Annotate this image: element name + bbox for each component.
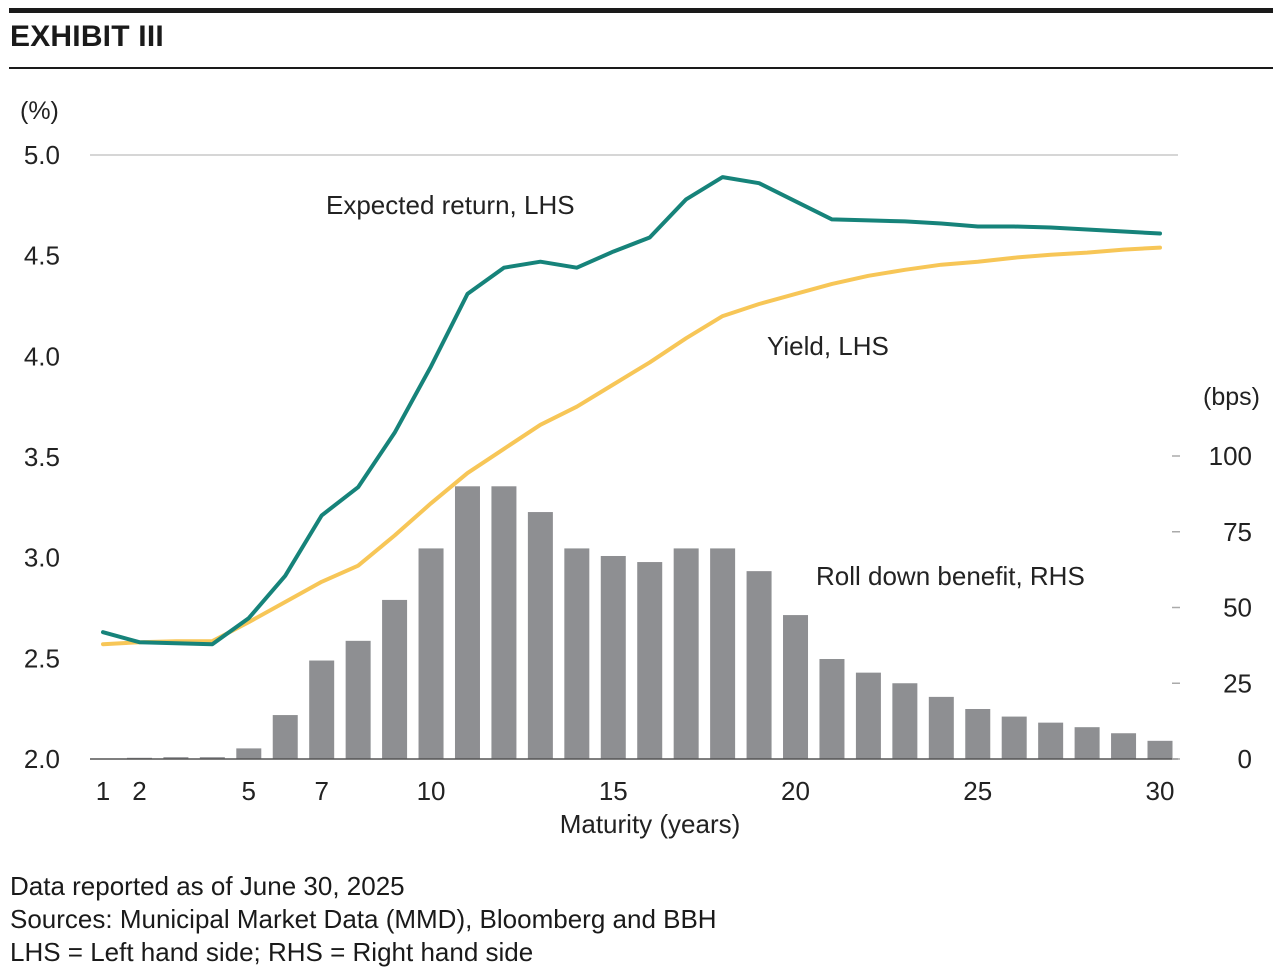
roll-down-bar: [1147, 740, 1173, 759]
left-axis-tick-label: 5.0: [24, 140, 60, 170]
label-yield: Yield, LHS: [767, 331, 889, 361]
right-axis-unit-label: (bps): [1203, 383, 1260, 411]
footnotes: Data reported as of June 30, 2025 Source…: [10, 870, 717, 969]
roll-down-bar: [163, 757, 189, 759]
x-axis-tick-label: 30: [1146, 776, 1175, 806]
expected-return-line: [101, 175, 1162, 647]
yield-line: [101, 245, 1162, 647]
left-axis-tick-label: 3.5: [24, 442, 60, 472]
label-expected-return: Expected return, LHS: [326, 190, 575, 220]
roll-down-bar: [746, 571, 772, 759]
roll-down-bar: [491, 486, 517, 759]
roll-down-bar: [1038, 722, 1064, 759]
x-axis-tick-label: 7: [314, 776, 328, 806]
roll-down-bar: [199, 757, 225, 759]
line-series: [101, 175, 1162, 647]
x-axis-tick-label: 25: [963, 776, 992, 806]
roll-down-bar: [892, 683, 918, 759]
footnote-date: Data reported as of June 30, 2025: [10, 871, 405, 901]
roll-down-bar: [345, 640, 371, 759]
roll-down-bar: [1001, 716, 1027, 759]
roll-down-bar: [600, 555, 626, 759]
x-axis-tick-label: 2: [132, 776, 146, 806]
left-axis-tick-label: 4.0: [24, 341, 60, 371]
x-axis-tick-label: 1: [96, 776, 110, 806]
title-rule: [9, 67, 1273, 69]
top-rule: [9, 8, 1273, 13]
roll-down-bar: [454, 486, 480, 759]
roll-down-bar: [1111, 733, 1137, 759]
footnote-sources: Sources: Municipal Market Data (MMD), Bl…: [10, 904, 717, 934]
roll-down-bars: [126, 486, 1173, 759]
roll-down-bar: [928, 696, 954, 759]
roll-down-bar: [418, 548, 444, 759]
left-axis-tick-label: 2.0: [24, 744, 60, 774]
x-axis-tick-label: 10: [417, 776, 446, 806]
x-axis-tick-label: 20: [781, 776, 810, 806]
x-axis-tick-label: 15: [599, 776, 628, 806]
roll-down-bar: [819, 659, 845, 759]
footnote-legend-key: LHS = Left hand side; RHS = Right hand s…: [10, 937, 534, 967]
roll-down-bar: [710, 548, 736, 759]
x-axis-tick-label: 5: [242, 776, 256, 806]
left-axis-tick-label: 2.5: [24, 643, 60, 673]
label-roll-down: Roll down benefit, RHS: [816, 561, 1085, 591]
roll-down-bar: [1074, 727, 1100, 759]
x-axis-title: Maturity (years): [560, 809, 741, 839]
right-axis-tick-label: 75: [1223, 517, 1252, 547]
left-axis-tick-label: 3.0: [24, 543, 60, 573]
left-axis-unit-label: (%): [20, 97, 59, 125]
roll-down-bar: [236, 748, 262, 759]
series-labels: Expected return, LHS Yield, LHS Roll down …: [326, 190, 1085, 591]
roll-down-bar: [783, 615, 809, 759]
roll-down-bar: [527, 512, 553, 759]
right-axis-tick-label: 25: [1223, 668, 1252, 698]
roll-down-bar: [637, 562, 663, 759]
right-axis-tick-label: 100: [1209, 441, 1252, 471]
roll-down-bar: [855, 672, 881, 759]
roll-down-bar: [382, 599, 408, 759]
right-axis-tick-label: 0: [1238, 744, 1252, 774]
axes: 2.02.53.03.54.04.55.0(%)0255075100(bps)1…: [20, 97, 1260, 839]
roll-down-bar: [272, 715, 298, 759]
roll-down-bar: [309, 660, 335, 759]
right-axis-tick-label: 50: [1223, 593, 1252, 623]
roll-down-bar: [673, 548, 699, 759]
combo-chart: 2.02.53.03.54.04.55.0(%)0255075100(bps)1…: [20, 97, 1260, 839]
left-axis-tick-label: 4.5: [24, 241, 60, 271]
roll-down-bar: [564, 548, 590, 759]
roll-down-bar: [965, 709, 991, 759]
exhibit-title: EXHIBIT III: [10, 20, 164, 53]
